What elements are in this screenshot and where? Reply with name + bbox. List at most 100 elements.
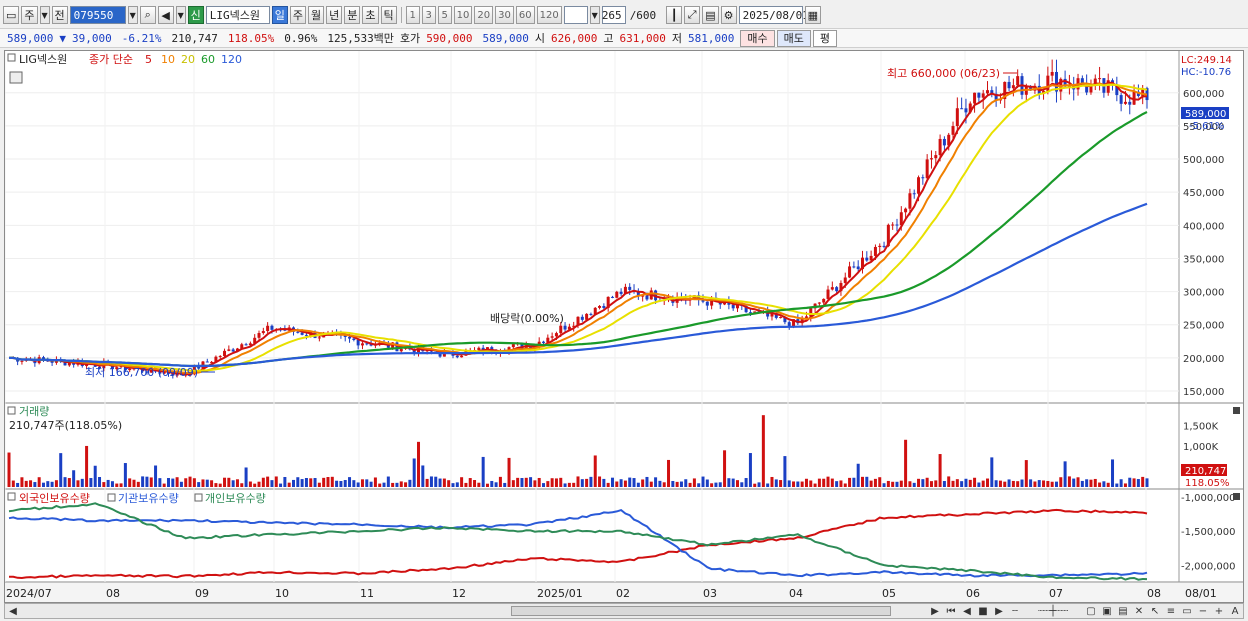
candle-body: [1003, 81, 1007, 100]
search-icon[interactable]: ⌕: [139, 6, 156, 24]
x-tick-label: 02: [616, 587, 630, 600]
candle-body: [550, 336, 554, 338]
candle-type-icon[interactable]: ┃: [666, 6, 683, 24]
interval-5[interactable]: 5: [437, 6, 452, 24]
candle-body: [968, 103, 972, 113]
interval-20[interactable]: 20: [474, 6, 494, 24]
volume-bar: [580, 479, 584, 487]
period-tab-year[interactable]: 년: [326, 6, 343, 24]
volume-bar: [197, 482, 201, 487]
period-tab-day[interactable]: 일: [271, 6, 288, 24]
text-tool-icon[interactable]: ≡: [1166, 605, 1176, 617]
play-icon[interactable]: ▶: [995, 605, 1003, 617]
settings-small-icon[interactable]: ▢: [1086, 605, 1096, 617]
interval-1[interactable]: 1: [405, 6, 420, 24]
period-tab-second[interactable]: 초: [362, 6, 379, 24]
stop-icon[interactable]: ■: [978, 605, 988, 617]
interval-30[interactable]: 30: [495, 6, 514, 24]
legend-indiv-box: [194, 493, 203, 502]
candle-body: [343, 335, 347, 337]
rewind-icon[interactable]: ⏮: [946, 605, 956, 617]
scroll-right-icon[interactable]: ▶: [931, 605, 939, 617]
volume-bar: [662, 482, 666, 487]
interval-10[interactable]: 10: [453, 6, 473, 24]
volume-bar: [240, 483, 244, 487]
stock-name-field[interactable]: LIG넥스원: [205, 6, 270, 24]
table-icon[interactable]: [9, 71, 23, 84]
volume-bar: [809, 480, 813, 487]
panel-collapse-icon[interactable]: [7, 53, 16, 62]
layout-icon[interactable]: ▣: [1102, 605, 1112, 617]
stock-code-input[interactable]: 079550: [69, 6, 126, 24]
period-tab-month[interactable]: 월: [308, 6, 325, 24]
interval-120[interactable]: 120: [536, 6, 562, 24]
chevron-down-icon[interactable]: ▼: [39, 6, 50, 24]
layout2-icon[interactable]: ▤: [1118, 605, 1128, 617]
volume-bar: [537, 477, 541, 487]
range-slider-icon[interactable]: ┄: [1011, 605, 1019, 617]
volume-bar: [451, 483, 455, 487]
current-price: 589,000: [7, 31, 54, 45]
volume-bar: [645, 476, 649, 487]
holding-y-tick: -2,000,000: [1181, 561, 1236, 572]
speaker-icon[interactable]: ◀: [157, 6, 174, 24]
count-input[interactable]: 265: [601, 6, 626, 24]
gear-icon[interactable]: ⚙: [720, 6, 737, 24]
volume-bar: [865, 476, 869, 487]
candle-body: [580, 316, 584, 320]
scroll-track[interactable]: [21, 606, 927, 616]
interval-dropdown-icon[interactable]: ▼: [589, 6, 600, 24]
tools-icon[interactable]: ▭: [1182, 605, 1192, 617]
candle-body: [787, 322, 791, 327]
buy-button[interactable]: 매수: [740, 29, 775, 47]
candle-body: [938, 138, 942, 156]
candle-body: [861, 257, 864, 270]
scroll-left-icon[interactable]: ◀: [9, 605, 17, 617]
chart-menu-icon[interactable]: ▭: [3, 6, 20, 24]
candle-body: [563, 325, 567, 330]
trendline-icon[interactable]: ↖: [1150, 605, 1160, 617]
volume-bar: [589, 476, 593, 487]
zoom-in-icon[interactable]: +: [1214, 605, 1224, 617]
holding-panel-close-icon[interactable]: [1233, 493, 1240, 500]
holding-panel-collapse-icon[interactable]: [7, 492, 16, 501]
candle-body: [93, 364, 97, 367]
font-size-icon[interactable]: A: [1231, 605, 1239, 617]
chart-area[interactable]: 150,000 200,000 250,000 300,000 350,000 400,0…: [4, 50, 1244, 603]
drawing-tool-icon[interactable]: ⤢: [684, 6, 701, 24]
volume-bar: [417, 441, 421, 487]
zoom-slider[interactable]: ┈┈┼┈┈: [1037, 605, 1069, 617]
stock-chart[interactable]: 150,000 200,000 250,000 300,000 350,000 400,0…: [4, 51, 1243, 602]
speaker-dropdown-icon[interactable]: ▼: [175, 6, 186, 24]
sell-button[interactable]: 매도: [776, 29, 811, 47]
volume-panel-close-icon[interactable]: [1233, 407, 1240, 414]
scroll-thumb[interactable]: [511, 606, 891, 616]
interval-custom-input[interactable]: [563, 6, 588, 24]
zoom-out-icon[interactable]: −: [1198, 605, 1208, 617]
volume-bar: [270, 480, 274, 487]
prev-button[interactable]: 전: [51, 6, 68, 24]
volume-bar: [72, 470, 76, 487]
stock-code-dropdown-icon[interactable]: ▼: [127, 6, 138, 24]
legend-ma-label: 종가 단순: [89, 53, 133, 66]
interval-3[interactable]: 3: [421, 6, 436, 24]
crosshair-icon[interactable]: ✕: [1134, 605, 1144, 617]
interval-60[interactable]: 60: [515, 6, 535, 24]
period-jump-button[interactable]: 주: [21, 6, 38, 24]
play-back-icon[interactable]: ◀: [963, 605, 971, 617]
calendar-icon[interactable]: ▦: [804, 6, 821, 24]
x-tick-label: 04: [789, 587, 803, 600]
save-icon[interactable]: ▤: [702, 6, 719, 24]
volume-bar: [606, 482, 610, 487]
chart-scrollbar[interactable]: ◀ ▶ ⏮ ◀ ■ ▶ ┄ ┈┈┼┈┈ ▢ ▣ ▤ ✕ ↖ ≡ ▭ − + A: [4, 603, 1244, 619]
x-tick-label: 12: [452, 587, 466, 600]
volume-panel-collapse-icon[interactable]: [7, 406, 16, 415]
period-tab-tick[interactable]: 틱: [380, 6, 397, 24]
new-badge[interactable]: 신: [187, 6, 204, 24]
volume-bar: [679, 481, 683, 487]
average-button[interactable]: 평: [812, 29, 837, 47]
volume-bar: [266, 476, 270, 487]
period-tab-week[interactable]: 주: [289, 6, 307, 24]
period-tab-minute[interactable]: 분: [344, 6, 361, 24]
date-input[interactable]: 2025/08/01: [738, 6, 809, 24]
